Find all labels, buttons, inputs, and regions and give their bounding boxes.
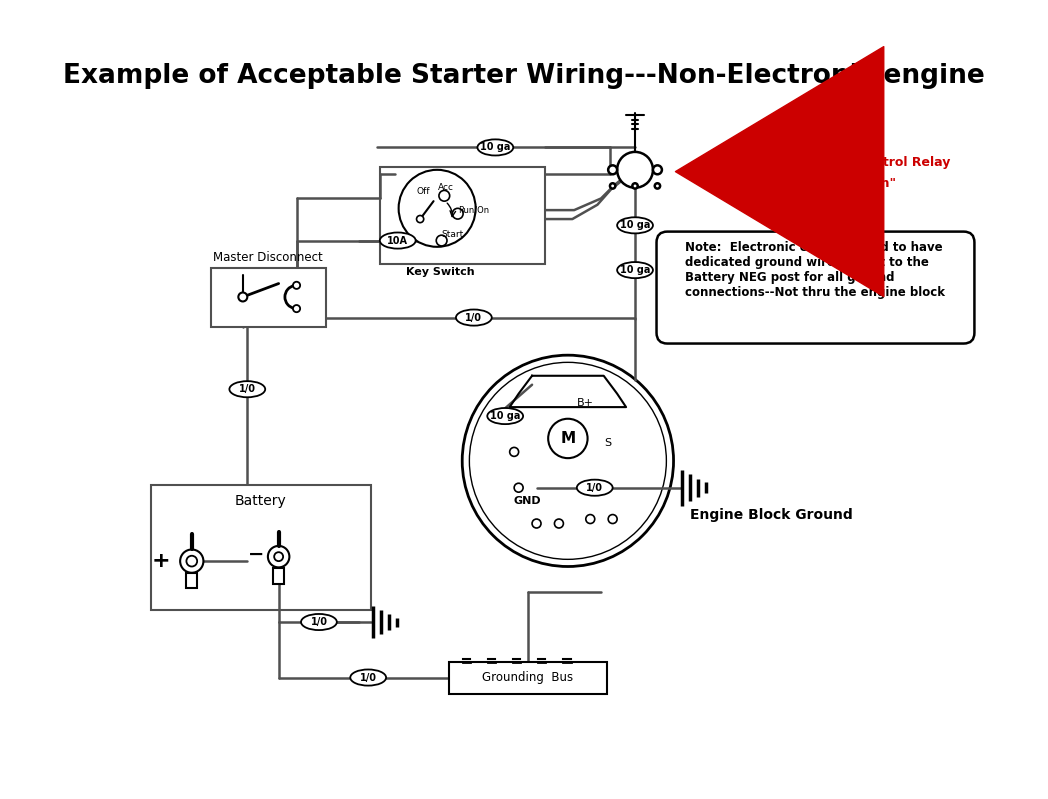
Text: Note:  Electronic engines need to have
dedicated ground wires direct to the
Batt: Note: Electronic engines need to have de…	[685, 240, 945, 299]
Text: Starter Control Relay: Starter Control Relay	[803, 156, 951, 169]
Ellipse shape	[456, 309, 492, 326]
Text: Battery: Battery	[235, 494, 286, 508]
Circle shape	[238, 292, 247, 301]
Circle shape	[632, 183, 638, 189]
Text: Run/On: Run/On	[458, 205, 488, 215]
Circle shape	[275, 552, 283, 561]
Text: +: +	[151, 551, 170, 571]
Text: Start: Start	[441, 230, 464, 239]
Text: 1/0: 1/0	[465, 312, 482, 323]
Ellipse shape	[379, 233, 416, 248]
Circle shape	[453, 209, 463, 219]
Ellipse shape	[617, 217, 653, 233]
Text: Master Disconnect: Master Disconnect	[213, 251, 323, 264]
Text: 10 ga: 10 ga	[480, 142, 510, 153]
Ellipse shape	[478, 139, 514, 156]
Circle shape	[515, 483, 523, 492]
Text: Example of Acceptable Starter Wiring---Non-Electronic engine: Example of Acceptable Starter Wiring---N…	[63, 63, 985, 89]
Text: Grounding  Bus: Grounding Bus	[482, 671, 573, 685]
Ellipse shape	[350, 670, 386, 686]
Ellipse shape	[487, 408, 523, 424]
Bar	[212, 268, 326, 327]
Circle shape	[439, 190, 450, 201]
Circle shape	[532, 519, 541, 528]
Circle shape	[187, 556, 197, 566]
Circle shape	[180, 550, 203, 573]
Text: 10 ga: 10 ga	[619, 265, 650, 275]
FancyBboxPatch shape	[656, 232, 975, 344]
Circle shape	[617, 152, 653, 188]
Ellipse shape	[301, 614, 336, 630]
Circle shape	[470, 362, 667, 559]
Text: 10 ga: 10 ga	[619, 221, 650, 230]
Text: 10 ga: 10 ga	[490, 411, 521, 421]
Circle shape	[586, 515, 595, 523]
Ellipse shape	[230, 381, 265, 397]
Text: −: −	[248, 544, 264, 563]
Text: 1/0: 1/0	[586, 483, 604, 493]
Text: Engine Block Ground: Engine Block Ground	[690, 507, 852, 522]
Text: GND: GND	[514, 496, 542, 506]
Circle shape	[653, 165, 662, 174]
Circle shape	[293, 305, 300, 312]
Ellipse shape	[617, 262, 653, 278]
Circle shape	[610, 183, 615, 189]
Text: M: M	[561, 431, 575, 446]
Circle shape	[608, 165, 617, 174]
Circle shape	[268, 546, 289, 567]
Circle shape	[436, 235, 447, 246]
Bar	[274, 568, 284, 583]
Text: S: S	[605, 438, 612, 448]
Text: 1/0: 1/0	[239, 384, 256, 394]
Circle shape	[398, 170, 476, 247]
Circle shape	[416, 216, 423, 223]
Circle shape	[554, 519, 564, 528]
Bar	[152, 485, 371, 610]
Circle shape	[655, 183, 660, 189]
Ellipse shape	[576, 479, 613, 495]
Text: Key Switch: Key Switch	[406, 268, 474, 277]
Text: "Mag Switch": "Mag Switch"	[803, 177, 897, 189]
Circle shape	[608, 515, 617, 523]
Text: 10A: 10A	[388, 236, 409, 245]
Text: B+: B+	[577, 398, 594, 407]
Circle shape	[462, 356, 674, 566]
Text: 1/0: 1/0	[359, 673, 376, 682]
Circle shape	[509, 447, 519, 456]
Bar	[449, 662, 607, 694]
Text: Off: Off	[417, 187, 431, 196]
Circle shape	[548, 419, 588, 458]
Bar	[187, 573, 197, 588]
Text: Acc: Acc	[438, 183, 454, 193]
Circle shape	[293, 282, 300, 289]
Text: 1/0: 1/0	[310, 617, 327, 627]
Bar	[379, 167, 546, 264]
